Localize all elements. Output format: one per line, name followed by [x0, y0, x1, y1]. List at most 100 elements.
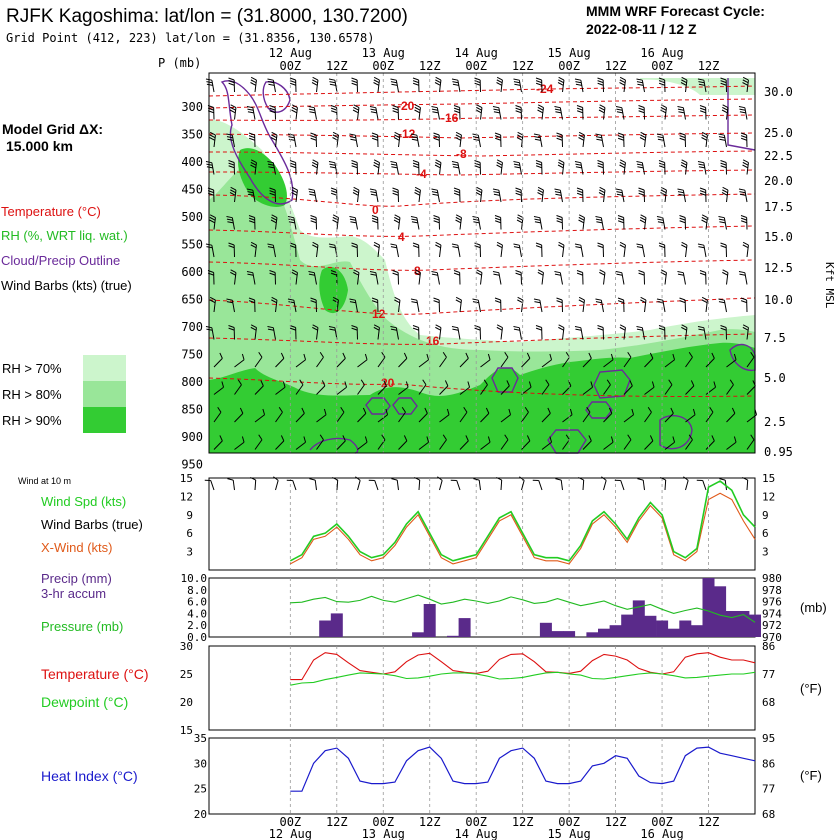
wind-barb: [310, 297, 317, 313]
wind-barb: [537, 269, 544, 285]
barb-flag: [453, 110, 460, 114]
wind-barb: [336, 435, 346, 450]
barb-flag: [226, 136, 233, 139]
wind-barb: [533, 216, 543, 230]
barb-flag: [636, 328, 643, 331]
barb-shaft: [600, 217, 604, 230]
barb-shaft: [582, 479, 585, 491]
barb-flag: [554, 188, 561, 191]
temperature-curve: [290, 652, 756, 681]
wind-barb: [638, 105, 645, 120]
wind-barb: [603, 407, 613, 423]
barb-flag: [638, 110, 645, 114]
barb-flag: [476, 104, 483, 109]
barb-flag: [310, 215, 317, 218]
pressure-curve: [290, 594, 756, 623]
wind-barb: [535, 160, 543, 175]
barb-flag: [517, 296, 524, 301]
barb-flag: [519, 476, 525, 481]
barb-shaft: [541, 441, 552, 450]
barb-flag: [228, 242, 235, 246]
barb-flag: [721, 109, 728, 114]
isotherm-0: [208, 193, 756, 207]
barb-flag: [465, 352, 469, 359]
barb-flag: [351, 245, 358, 249]
wind-barb: [660, 477, 667, 491]
barb-flag: [526, 352, 531, 359]
barb-flag: [390, 243, 397, 246]
wind-barb: [644, 406, 652, 423]
barb-flag: [740, 300, 747, 304]
wind-barb: [496, 324, 503, 340]
barb-flag: [494, 135, 501, 139]
barb-flag: [444, 380, 449, 387]
barb-flag: [526, 435, 531, 442]
barb-flag: [476, 186, 483, 191]
barb-shaft: [213, 358, 223, 368]
barb-flag: [692, 408, 696, 415]
barb-shaft: [685, 327, 688, 340]
barb-flag: [534, 301, 541, 304]
barb-flag: [474, 80, 481, 84]
barb-flag: [312, 241, 319, 246]
barb-flag: [352, 192, 359, 196]
barb-flag: [289, 77, 296, 81]
cloud-outline-upper-left-inner: [262, 81, 291, 113]
barb-flag: [267, 243, 274, 246]
barb-flag: [698, 166, 705, 169]
barb-flag: [332, 134, 339, 139]
wind-barb: [418, 436, 430, 450]
barb-flag: [426, 353, 430, 360]
wind-left-tick: 3: [186, 546, 193, 559]
barb-shaft: [213, 411, 222, 423]
barb-flag: [701, 299, 708, 304]
barb-shaft: [459, 358, 469, 368]
barb-flag: [534, 138, 541, 141]
wind-barb: [355, 476, 361, 491]
barb-flag: [533, 298, 540, 301]
barb-flag: [601, 476, 607, 481]
wind-barb: [295, 353, 307, 368]
barb-shaft: [726, 107, 729, 120]
barb-shaft: [234, 272, 237, 285]
barb-flag: [616, 193, 623, 196]
barb-flag: [271, 214, 278, 219]
barb-flag: [289, 245, 296, 249]
barb-flag: [392, 105, 399, 108]
barb-shaft: [539, 217, 543, 230]
barb-flag: [410, 298, 417, 301]
wind-barb: [213, 406, 222, 423]
barb-shaft: [213, 300, 216, 313]
barb-flag: [329, 328, 336, 331]
barb-flag: [494, 297, 501, 301]
barb-shaft: [357, 441, 368, 450]
barb-flag: [390, 246, 397, 249]
wind-barb: [705, 435, 715, 450]
wind-barb: [521, 435, 531, 450]
precip-left-tick: 6.0: [187, 596, 207, 609]
barb-shaft: [662, 135, 666, 148]
barb-flag: [639, 137, 646, 141]
wind-barb: [582, 381, 594, 395]
wind-barb: [576, 187, 584, 203]
barb-flag: [556, 300, 563, 304]
wind-barb: [392, 105, 399, 120]
wind-barb: [373, 76, 380, 93]
wind-barb: [439, 351, 447, 368]
barb-flag: [394, 131, 401, 136]
barb-shaft: [313, 190, 317, 203]
barb-flag: [390, 161, 397, 164]
barb-flag: [310, 297, 317, 301]
barb-flag: [248, 135, 255, 139]
barb-flag: [681, 76, 688, 81]
wind-barb: [451, 326, 461, 340]
barb-flag: [517, 134, 523, 139]
barb-flag: [269, 107, 276, 111]
barb-flag: [535, 77, 542, 81]
wind-barb: [390, 161, 399, 175]
wind-barb: [578, 477, 585, 491]
wind-barb: [455, 131, 462, 148]
wind-barb: [373, 241, 380, 258]
barb-flag: [435, 324, 442, 329]
barb-flag: [414, 477, 420, 481]
